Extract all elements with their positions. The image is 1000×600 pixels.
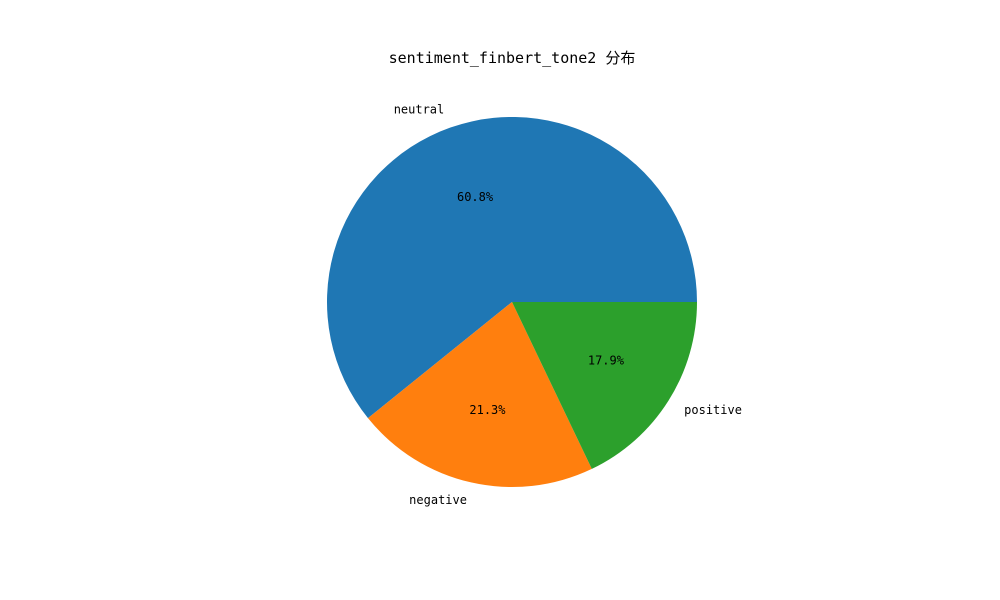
pie-labels: neutral 60.8% negative 21.3% positive 17.9% [394,103,742,507]
pie-slices [326,116,697,487]
slice-label-neutral: neutral [394,103,445,117]
pie-slice-negative [367,302,592,487]
slice-label-positive: positive [684,403,742,417]
slice-label-negative: negative [409,493,467,507]
pct-label-neutral: 60.8% [457,190,494,204]
pie-slice-neutral [326,116,697,419]
pct-label-positive: 17.9% [588,354,625,368]
pie-slice-positive [512,302,697,469]
chart-title: sentiment_finbert_tone2 分布 [389,49,636,67]
pct-label-negative: 21.3% [469,403,506,417]
